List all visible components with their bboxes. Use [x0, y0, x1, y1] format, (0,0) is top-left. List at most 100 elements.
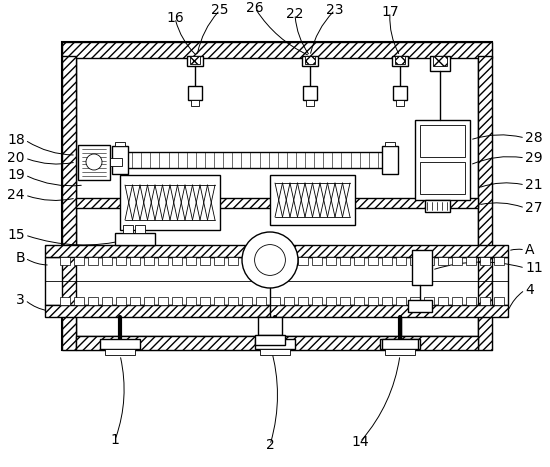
Bar	[260, 349, 290, 355]
Text: 2: 2	[266, 438, 274, 452]
Bar	[242, 257, 252, 265]
Text: 17: 17	[381, 5, 399, 19]
Bar	[258, 317, 282, 335]
Bar	[255, 335, 285, 345]
Bar	[395, 56, 405, 64]
Bar	[480, 257, 490, 265]
Text: 20: 20	[8, 151, 25, 165]
Text: 28: 28	[525, 131, 543, 145]
Bar	[270, 175, 355, 225]
Bar	[116, 297, 126, 305]
Bar	[100, 339, 140, 349]
Bar	[188, 86, 202, 100]
Bar	[45, 245, 508, 257]
Bar	[45, 305, 508, 317]
Bar	[354, 257, 364, 265]
Bar	[78, 145, 110, 180]
Bar	[45, 257, 508, 305]
Bar	[466, 257, 476, 265]
Bar	[120, 152, 390, 168]
Text: B: B	[15, 251, 25, 265]
Bar	[425, 200, 450, 212]
Text: 14: 14	[351, 435, 369, 449]
Bar	[187, 56, 203, 66]
Bar	[452, 257, 462, 265]
Bar	[326, 257, 336, 265]
Text: 24: 24	[8, 188, 25, 202]
Bar	[284, 297, 294, 305]
Text: 18: 18	[7, 133, 25, 147]
Bar	[385, 142, 395, 146]
Bar	[135, 225, 145, 233]
Bar	[420, 162, 465, 194]
Bar	[438, 297, 448, 305]
Bar	[382, 257, 392, 265]
Bar	[242, 297, 252, 305]
Text: 23: 23	[326, 3, 344, 17]
Bar	[430, 56, 450, 71]
Bar	[424, 257, 434, 265]
Bar	[412, 250, 432, 285]
Bar	[424, 297, 434, 305]
Bar	[105, 349, 135, 355]
Text: 27: 27	[525, 201, 542, 215]
Bar	[88, 297, 98, 305]
Bar	[115, 142, 125, 146]
Bar	[284, 257, 294, 265]
Bar	[60, 257, 70, 265]
Text: 26: 26	[246, 1, 264, 15]
Bar	[305, 56, 315, 64]
Bar	[74, 257, 84, 265]
Bar	[298, 257, 308, 265]
Bar	[158, 257, 168, 265]
Bar	[480, 297, 490, 305]
Bar	[62, 42, 492, 58]
Bar	[392, 56, 408, 66]
Bar	[120, 175, 220, 230]
Bar	[200, 257, 210, 265]
Text: 1: 1	[111, 433, 119, 447]
Text: 19: 19	[7, 168, 25, 182]
Bar	[396, 100, 404, 106]
Bar	[62, 42, 492, 350]
Bar	[270, 257, 280, 265]
Text: 22: 22	[286, 7, 304, 21]
Circle shape	[255, 245, 285, 276]
Bar	[256, 257, 266, 265]
Text: 21: 21	[525, 178, 543, 192]
Circle shape	[242, 232, 298, 288]
Bar	[396, 257, 406, 265]
Bar	[466, 297, 476, 305]
Bar	[452, 297, 462, 305]
Bar	[494, 297, 504, 305]
Bar	[270, 297, 280, 305]
Bar	[312, 257, 322, 265]
Bar	[76, 56, 478, 336]
Bar	[74, 297, 84, 305]
Bar	[200, 297, 210, 305]
Bar	[144, 297, 154, 305]
Bar	[110, 158, 122, 166]
Bar	[408, 300, 432, 312]
Bar	[438, 257, 448, 265]
Text: 11: 11	[525, 261, 543, 275]
Text: 29: 29	[525, 151, 543, 165]
Bar	[60, 297, 70, 305]
Bar	[172, 257, 182, 265]
Bar	[191, 100, 199, 106]
Text: 25: 25	[211, 3, 229, 17]
Bar	[396, 297, 406, 305]
Bar	[393, 86, 407, 100]
Bar	[228, 257, 238, 265]
Bar	[382, 146, 398, 174]
Text: A: A	[525, 243, 535, 257]
Bar	[190, 56, 200, 64]
Text: 16: 16	[166, 11, 184, 25]
Bar	[76, 198, 478, 208]
Bar	[368, 297, 378, 305]
Bar	[415, 120, 470, 200]
Bar	[494, 257, 504, 265]
Bar	[172, 297, 182, 305]
Bar	[102, 297, 112, 305]
Bar	[326, 297, 336, 305]
